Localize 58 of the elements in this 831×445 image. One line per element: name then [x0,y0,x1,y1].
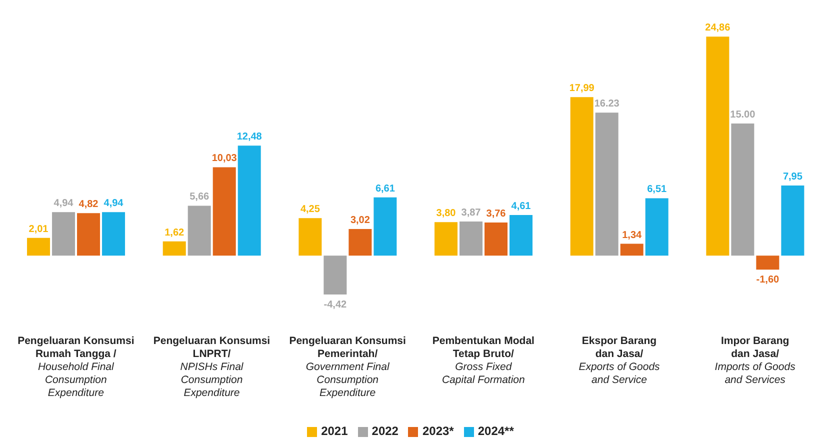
data-label: 15.00 [730,109,756,120]
bar [188,206,211,256]
x-tick-label: Pengeluaran Konsumsi Pemerintah/ Government Final Consumption Expenditure [289,335,406,399]
data-label: 4,61 [511,200,532,212]
data-label: 10,03 [212,153,238,164]
data-label: 4,94 [54,198,74,210]
data-label: 5,66 [190,192,210,203]
data-label: 4,25 [300,204,320,216]
legend-label: 2022 [372,424,398,438]
bar [212,167,236,256]
data-label: 3,80 [436,208,456,220]
data-label: 6,51 [647,184,668,196]
data-label: 17,99 [569,83,595,94]
bar [620,244,644,256]
x-tick-label: Impor Barang dan Jasa/ Imports of Goods and Services [714,335,796,386]
bar [52,212,76,256]
data-label: 3,76 [486,208,506,220]
data-label: 7,95 [782,172,803,183]
data-label: 2,01 [28,224,49,235]
bar [781,186,804,256]
bar [162,241,186,256]
legend-label: 2023* [422,424,454,438]
bar [27,238,50,256]
bar [77,213,100,256]
data-label: 16.23 [594,98,620,110]
bar [460,221,483,256]
data-label: 3,02 [350,214,370,226]
bar [731,123,754,256]
legend-label: 2024** [478,424,514,438]
data-label: 24,86 [705,22,731,34]
data-label: -1,60 [756,274,780,286]
bar [706,36,730,256]
bar [324,256,347,295]
bar [595,112,618,256]
data-label: 4,82 [78,199,99,210]
bar [756,256,780,270]
bar [298,218,322,256]
x-tick-label: Ekspor Barang dan Jasa/ Exports of Goods and Service [578,335,661,386]
data-label: 4,94 [104,198,124,210]
data-label: 1,34 [622,230,642,241]
data-label: 1,62 [164,227,185,238]
bar [570,97,594,256]
bar [434,222,458,256]
legend-label: 2021 [321,424,348,438]
data-label: 3,87 [461,207,482,218]
bar [374,197,397,256]
bar [348,228,372,256]
bar [484,222,508,256]
bar [238,146,261,256]
bar [102,212,126,256]
data-label: 12,48 [236,132,262,143]
data-label: 6,61 [375,183,396,194]
x-tick-label: Pengeluaran Konsumsi Rumah Tangga / Household Final Consumption Expenditure [18,335,134,399]
x-tick-label: Pengeluaran Konsumsi LNPRT/ NPISHs Final Consumption Expenditure [153,335,270,399]
bar [645,198,668,256]
data-label: -4,42 [324,300,348,311]
bar [510,214,533,256]
x-tick-label: Pembentukan Modal Tetap Bruto/ Gross Fixed Capital Formation [432,335,535,386]
